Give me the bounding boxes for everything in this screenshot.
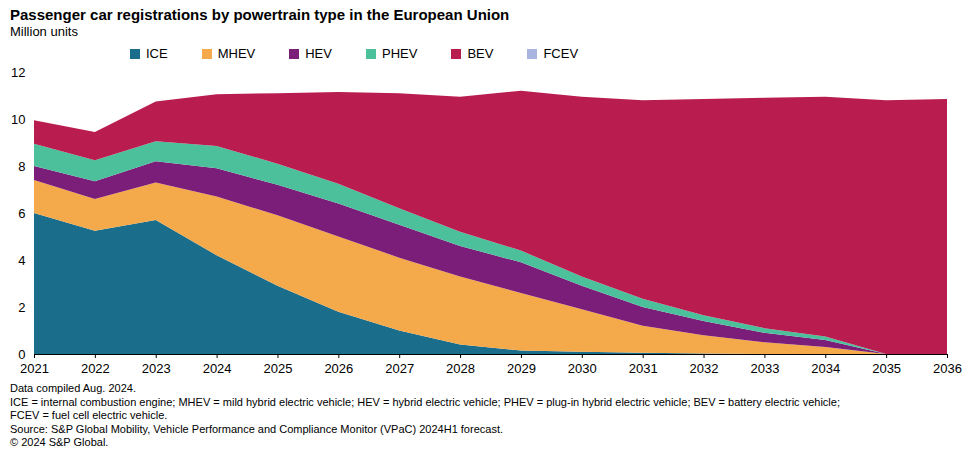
html-text:Passenger car registrations by: Passenger car registrations by powertrai… <box>10 6 510 23</box>
svg-text:2029: 2029 <box>507 361 536 376</box>
svg-text:2021: 2021 <box>20 361 49 376</box>
html-text:PHEV: PHEV <box>382 46 418 61</box>
html-text:Data compiled Aug. 2024.: Data compiled Aug. 2024. <box>10 382 136 394</box>
svg-text:0: 0 <box>18 347 25 362</box>
svg-text:2024: 2024 <box>203 361 232 376</box>
html-text:ICE: ICE <box>146 46 168 61</box>
svg-text:6: 6 <box>18 206 25 221</box>
svg-text:2028: 2028 <box>446 361 475 376</box>
svg-text:2032: 2032 <box>690 361 719 376</box>
svg-text:4: 4 <box>18 253 25 268</box>
html-text:ICE = internal combustion engi: ICE = internal combustion engine; MHEV =… <box>10 395 840 408</box>
html-text:BEV: BEV <box>467 46 494 61</box>
svg-text:2034: 2034 <box>811 361 840 376</box>
svg-text:2036: 2036 <box>933 361 962 376</box>
html-text:© 2024 S&P Global.: © 2024 S&P Global. <box>10 436 109 448</box>
svg-text:2023: 2023 <box>142 361 171 376</box>
svg-text:2: 2 <box>18 300 25 315</box>
svg-text:2035: 2035 <box>872 361 901 376</box>
html-text:FCEV: FCEV <box>543 46 579 61</box>
html-text:FCEV = fuel cell electric vehi: FCEV = fuel cell electric vehicle. <box>10 409 168 421</box>
svg-text:2031: 2031 <box>629 361 658 376</box>
svg-text:2026: 2026 <box>324 361 353 376</box>
svg-text:12: 12 <box>11 65 25 80</box>
svg-text:2027: 2027 <box>385 361 414 376</box>
svg-text:2030: 2030 <box>568 361 597 376</box>
html-text:Million units: Million units <box>10 24 78 39</box>
svg-text:2033: 2033 <box>750 361 779 376</box>
svg-text:10: 10 <box>11 112 25 127</box>
html-text:Source: S&P Global Mobility, V: Source: S&P Global Mobility, Vehicle Per… <box>10 422 503 435</box>
html-text:HEV: HEV <box>305 46 332 61</box>
svg-text:2022: 2022 <box>81 361 110 376</box>
svg-text:8: 8 <box>18 159 25 174</box>
svg-text:2025: 2025 <box>264 361 293 376</box>
html-text:MHEV: MHEV <box>217 46 256 61</box>
